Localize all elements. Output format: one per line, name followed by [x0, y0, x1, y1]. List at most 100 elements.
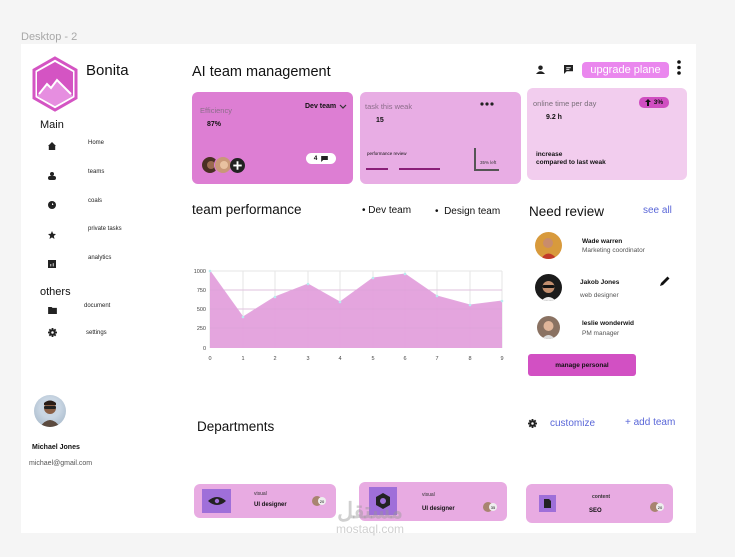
svg-text:500: 500	[197, 307, 206, 313]
online-time-card: online time per day 9.2 h 3% increase co…	[527, 88, 687, 180]
sidebar-item-label: private tasks	[88, 226, 122, 232]
user-icon[interactable]	[536, 65, 545, 74]
person-photo-icon	[220, 161, 228, 169]
svg-text:250: 250	[197, 326, 206, 332]
add-team-link[interactable]: + add team	[625, 417, 676, 428]
more-horizontal-icon[interactable]	[480, 102, 494, 106]
upgrade-plan-button[interactable]: upgrade plane	[582, 62, 669, 78]
team-select[interactable]: Dev team	[305, 103, 347, 110]
increase-note: increase	[536, 151, 563, 158]
eye-icon	[207, 497, 226, 505]
svg-text:9: 9	[500, 356, 503, 362]
need-review-title: Need review	[529, 204, 605, 219]
sidebar-item-analytics[interactable]: analytics	[47, 255, 167, 271]
legend-design-team[interactable]: • Design team	[435, 206, 501, 217]
efficiency-value: 87%	[207, 121, 222, 128]
user-email: michael@gmail.com	[29, 460, 93, 467]
star-icon	[48, 231, 56, 239]
manage-personal-button[interactable]: manage personal	[528, 354, 636, 376]
person-photo-icon	[207, 161, 215, 169]
reviewer-avatar	[537, 316, 560, 339]
bonita-logo-icon	[32, 56, 78, 112]
arrow-up-icon	[644, 99, 651, 106]
member-avatar	[483, 502, 493, 512]
others-section-title: others	[40, 286, 71, 298]
sidebar-item-teams[interactable]: teams	[47, 169, 167, 183]
customize-link[interactable]: customize	[550, 418, 596, 429]
comments-badge[interactable]: 4	[306, 153, 336, 164]
member-avatar	[312, 496, 322, 506]
sidebar-item-label: teams	[88, 169, 105, 175]
trend-value: 3%	[653, 99, 664, 106]
add-member-icon[interactable]	[230, 158, 245, 173]
sidebar-item-document[interactable]: document	[47, 303, 167, 317]
team-select-value: Dev team	[305, 103, 337, 110]
department-card[interactable]: content SEO 20	[526, 484, 673, 523]
sidebar-item-private-tasks[interactable]: private tasks	[47, 226, 167, 240]
legend-dev-team[interactable]: • Dev team	[362, 205, 412, 216]
goals-icon	[48, 201, 56, 209]
department-category: visual	[254, 491, 267, 497]
svg-text:1: 1	[241, 356, 244, 362]
sidebar-item-label: settings	[86, 330, 107, 336]
department-name: UI designer	[254, 502, 287, 508]
frame-label: Desktop - 2	[21, 31, 78, 43]
department-card[interactable]: visual UI designer 35	[359, 482, 507, 521]
user-name: Michael Jones	[32, 444, 80, 451]
department-name: UI designer	[422, 506, 455, 512]
comment-count: 4	[313, 155, 318, 162]
review-item[interactable]: Jakob Jones web designer	[533, 273, 683, 303]
reviewer-name: leslie wonderwid	[582, 320, 635, 327]
watermark-latin: mostaql.com	[335, 522, 405, 536]
gear-icon	[48, 328, 57, 337]
sidebar-item-home[interactable]: Home	[47, 140, 167, 154]
legend-label: Dev team	[368, 205, 412, 216]
hexagon-nut-icon	[376, 493, 390, 509]
chevron-down-icon	[339, 104, 347, 109]
efficiency-label: Efficiency	[200, 106, 232, 115]
analytics-icon	[48, 260, 56, 268]
department-card[interactable]: visual UI designer 20	[194, 484, 336, 518]
tasks-label: task this weak	[365, 102, 413, 111]
svg-text:4: 4	[338, 356, 341, 362]
home-icon	[48, 142, 56, 150]
member-count: 20	[656, 503, 664, 511]
reviewer-avatar	[535, 232, 562, 259]
teams-icon	[48, 172, 56, 180]
progress-axis	[474, 169, 499, 171]
legend-label: Design team	[444, 206, 501, 217]
watermark: مستقل mostaql.com	[300, 500, 440, 537]
person-photo-icon	[542, 321, 555, 339]
svg-text:750: 750	[197, 288, 206, 294]
online-time-value: 9.2 h	[546, 114, 562, 121]
progress-bar-segment	[399, 168, 440, 170]
online-time-label: online time per day	[533, 99, 597, 108]
dev-team-area	[210, 271, 502, 348]
department-name: SEO	[589, 508, 602, 514]
message-icon[interactable]	[564, 65, 573, 74]
edit-pencil-icon[interactable]	[660, 276, 670, 286]
sidebar-item-goals[interactable]: coals	[47, 198, 167, 212]
review-item[interactable]: leslie wonderwid PM manager	[533, 313, 683, 343]
user-avatar[interactable]	[34, 395, 66, 427]
gear-icon[interactable]	[528, 419, 537, 428]
svg-text:6: 6	[403, 356, 406, 362]
review-item[interactable]: Wade warren Marketing coordinator	[533, 231, 683, 261]
reviewer-name: Wade warren	[582, 238, 623, 245]
performance-review-label: performance review	[367, 151, 407, 156]
page-title: AI team management	[192, 64, 331, 80]
team-performance-title: team performance	[192, 202, 302, 217]
person-photo-icon	[541, 281, 556, 301]
tasks-value: 15	[376, 117, 384, 124]
sidebar-item-label: analytics	[88, 255, 112, 261]
progress-note: 35% left	[480, 160, 497, 165]
see-all-link[interactable]: see all	[643, 205, 672, 216]
department-icon-box	[369, 487, 397, 515]
more-vertical-icon[interactable]	[677, 60, 681, 75]
svg-text:1000: 1000	[194, 269, 206, 275]
sidebar-item-label: document	[84, 303, 111, 309]
team-performance-chart: 1000 750 500 250 0 0 1 2 3 4 5 6 7 8 9	[194, 269, 504, 362]
svg-text:7: 7	[435, 356, 438, 362]
person-photo-icon	[40, 400, 60, 427]
sidebar-item-settings[interactable]: settings	[47, 328, 167, 342]
